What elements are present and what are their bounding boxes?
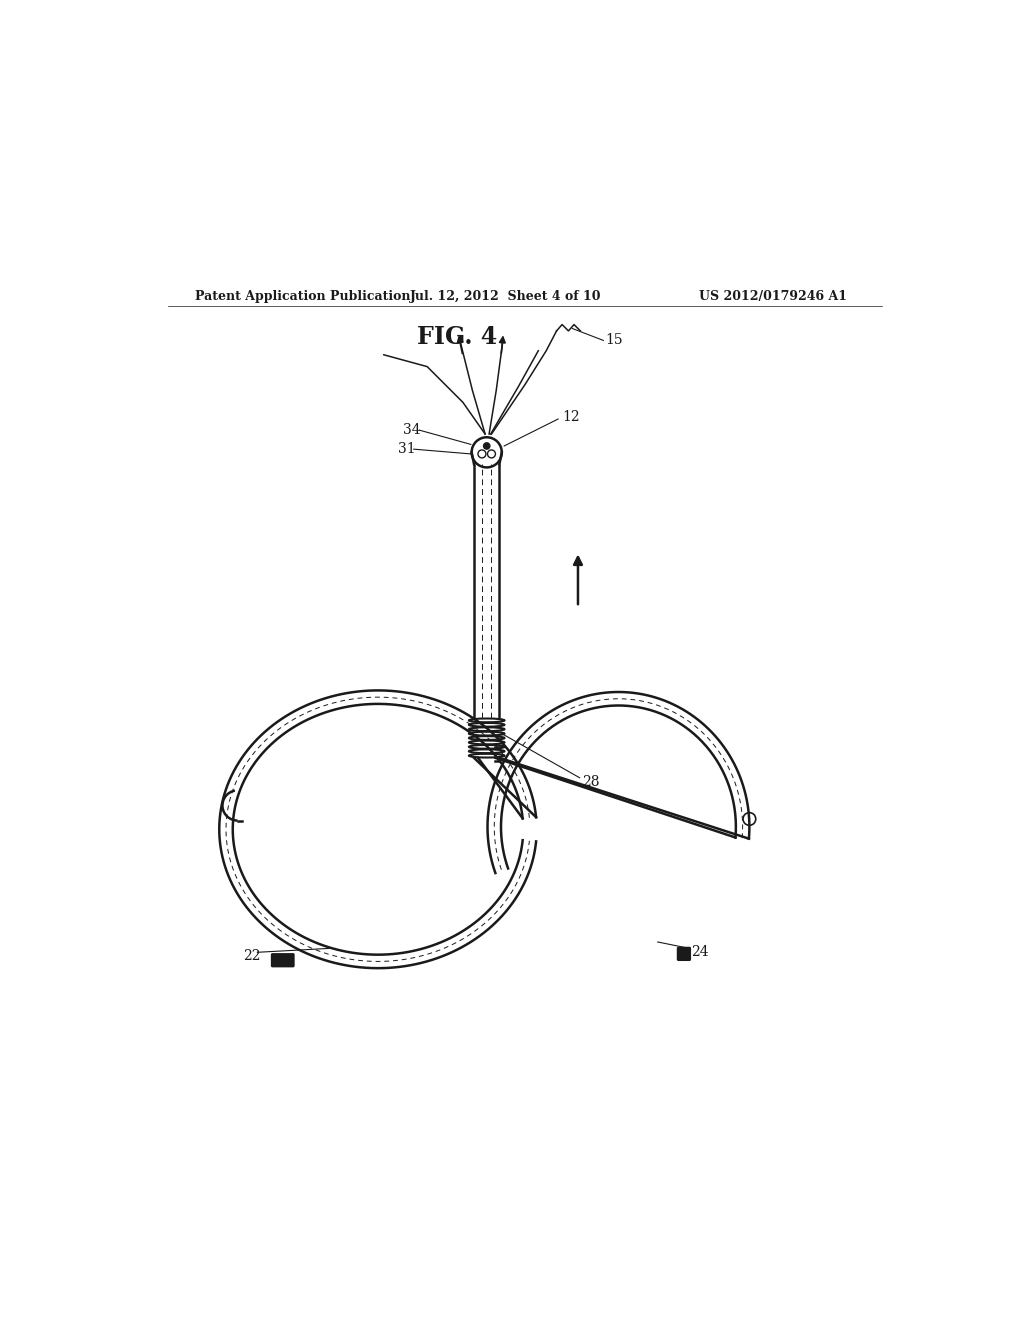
Text: 15: 15 xyxy=(606,334,624,347)
FancyBboxPatch shape xyxy=(677,946,691,961)
Text: US 2012/0179246 A1: US 2012/0179246 A1 xyxy=(699,290,848,304)
Text: 28: 28 xyxy=(582,775,599,788)
FancyBboxPatch shape xyxy=(270,953,295,968)
Text: FIG. 4: FIG. 4 xyxy=(417,325,498,350)
Text: 31: 31 xyxy=(397,442,416,457)
Text: Patent Application Publication: Patent Application Publication xyxy=(196,290,411,304)
Text: 22: 22 xyxy=(243,949,260,964)
Circle shape xyxy=(483,442,489,449)
Text: 24: 24 xyxy=(691,945,709,960)
Text: 12: 12 xyxy=(562,409,580,424)
Text: Jul. 12, 2012  Sheet 4 of 10: Jul. 12, 2012 Sheet 4 of 10 xyxy=(410,290,601,304)
Text: 34: 34 xyxy=(403,424,421,437)
